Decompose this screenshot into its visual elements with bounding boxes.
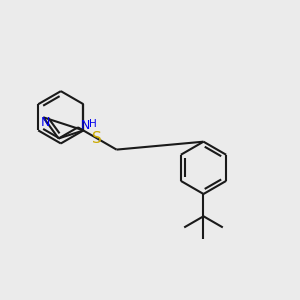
- Text: N: N: [81, 119, 90, 132]
- Text: S: S: [92, 131, 102, 146]
- Text: N: N: [40, 116, 50, 129]
- Text: H: H: [88, 119, 96, 129]
